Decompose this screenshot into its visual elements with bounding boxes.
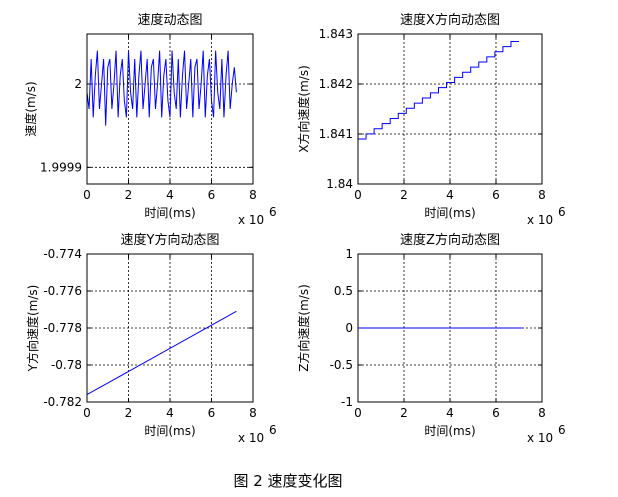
series-line [86,310,237,396]
y-axis-label: Z方向速度(m/s) [296,284,311,372]
x-exponent: 6 [269,423,277,437]
series-line [358,41,519,140]
y-axis-label: 速度(m/s) [23,81,38,136]
x-tick-label: 8 [249,406,257,420]
axes-box [357,253,543,403]
y-tick-label: 1.84 [326,177,353,191]
x-tick-label: 0 [83,406,91,420]
x-tick-label: 0 [83,188,91,202]
y-tick-label: -0.778 [43,321,82,335]
y-tick-label: -1 [341,395,353,409]
y-tick-label: 0 [345,321,353,335]
y-tick-label: 1.841 [319,127,353,141]
y-tick-label: 1 [345,247,353,261]
y-tick-label: 2 [74,77,82,91]
x-axis-label: 时间(ms) [144,206,195,220]
x-tick-label: 2 [400,406,408,420]
x-tick-label: 6 [208,406,216,420]
x-tick-label: 4 [446,188,454,202]
chart-title: 速度Z方向动态图 [400,232,500,248]
y-tick-label: 1.842 [319,77,353,91]
figure-caption: 图 2 速度变化图 [233,472,342,490]
x-multiplier: x 10 [238,431,264,445]
x-axis-label: 时间(ms) [144,424,195,438]
y-axis-label: Y方向速度(m/s) [25,285,40,373]
axes-box [357,33,543,185]
x-multiplier: x 10 [527,431,553,445]
x-multiplier: x 10 [238,213,264,227]
y-tick-label: 0.5 [334,284,353,298]
x-tick-label: 4 [166,406,174,420]
x-tick-label: 2 [125,188,133,202]
y-tick-label: -0.5 [330,358,353,372]
y-tick-label: 1.843 [319,27,353,41]
x-tick-label: 6 [492,406,500,420]
chart-title: 速度动态图 [137,12,202,28]
x-tick-label: 2 [125,406,133,420]
y-tick-label: -0.776 [43,284,82,298]
x-tick-label: 4 [166,188,174,202]
x-tick-label: 6 [208,188,216,202]
x-exponent: 6 [269,205,277,219]
chart-panel-3: 0 2 4 6 8-0.782-0.78-0.778-0.776-0.774速度Y方向动… [25,232,277,445]
axes-box [86,253,254,403]
chart-title: 速度Y方向动态图 [121,232,220,248]
x-axis-label: 时间(ms) [424,206,475,220]
axes-box [86,33,254,185]
chart-title: 速度X方向动态图 [400,12,500,28]
x-tick-label: 2 [400,188,408,202]
y-tick-label: -0.78 [51,358,82,372]
x-tick-label: 8 [538,188,546,202]
x-multiplier: x 10 [527,213,553,227]
x-tick-label: 0 [354,406,362,420]
y-tick-label: -0.782 [43,395,82,409]
x-tick-label: 8 [249,188,257,202]
y-axis-label: X方向速度(m/s) [296,65,311,153]
y-tick-label: -0.774 [43,247,82,261]
x-tick-label: 0 [354,188,362,202]
x-axis-label: 时间(ms) [424,424,475,438]
x-tick-label: 4 [446,406,454,420]
x-exponent: 6 [558,205,566,219]
plot-area [358,34,542,184]
y-tick-label: 1.9999 [40,160,82,174]
x-tick-label: 8 [538,406,546,420]
series-line [86,50,237,126]
x-tick-label: 6 [492,188,500,202]
x-exponent: 6 [558,423,566,437]
